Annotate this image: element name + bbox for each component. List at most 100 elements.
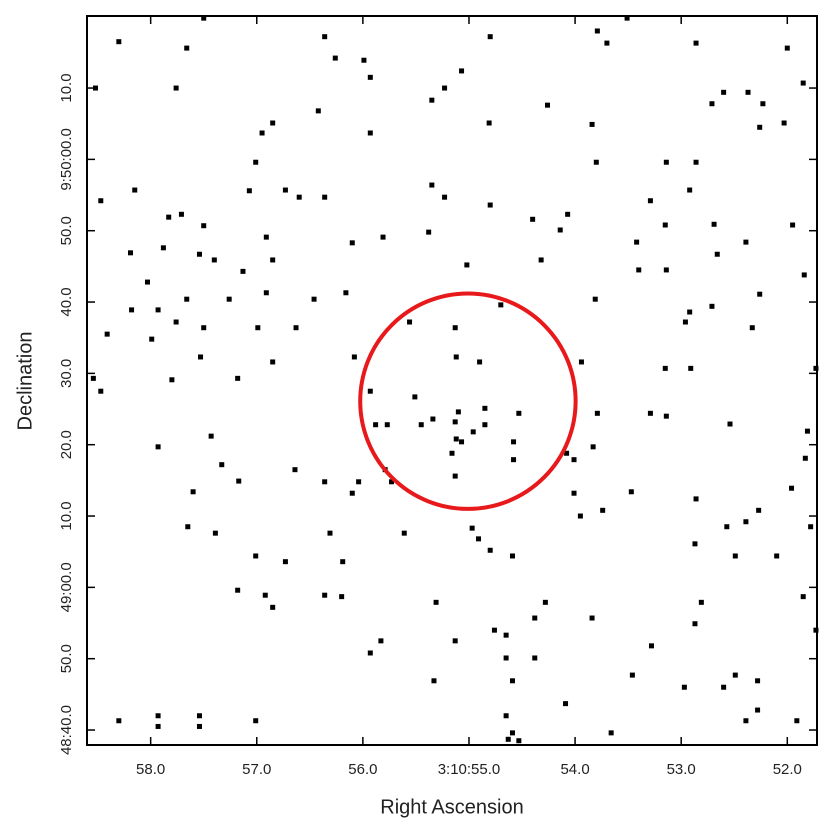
event-point — [755, 678, 761, 684]
event-point — [808, 524, 814, 530]
y-axis-title: Declination — [14, 332, 36, 431]
event-point — [538, 257, 544, 263]
event-point — [453, 354, 459, 360]
event-point — [470, 429, 476, 435]
event-point — [647, 198, 653, 204]
plot-frame — [86, 15, 818, 746]
event-point — [459, 68, 465, 74]
event-point — [389, 479, 395, 485]
event-point — [571, 490, 577, 496]
event-point — [790, 222, 796, 228]
event-point — [253, 159, 259, 165]
y-tick-label: 9:50:00.0 — [58, 128, 75, 191]
event-point — [565, 211, 571, 217]
event-point — [709, 101, 715, 107]
event-point — [155, 723, 161, 729]
event-point — [407, 319, 413, 325]
event-point — [608, 730, 614, 736]
event-point — [219, 462, 225, 468]
event-point — [477, 359, 483, 365]
event-point — [430, 416, 436, 422]
event-point — [662, 365, 668, 371]
event-point — [784, 45, 790, 51]
event-point — [173, 319, 179, 325]
event-point — [433, 599, 439, 605]
event-point — [505, 736, 511, 742]
event-point — [628, 489, 634, 495]
event-point — [590, 444, 596, 450]
event-point — [184, 45, 190, 51]
event-point — [185, 524, 191, 530]
event-point — [544, 102, 550, 108]
event-point — [662, 222, 668, 228]
event-point — [692, 621, 698, 627]
event-point — [781, 120, 787, 126]
event-point — [311, 296, 317, 302]
event-point — [235, 375, 241, 381]
event-point — [208, 433, 214, 439]
event-point — [487, 202, 493, 208]
event-point — [663, 413, 669, 419]
event-point — [116, 39, 122, 45]
event-point — [681, 684, 687, 690]
event-point — [426, 229, 432, 235]
event-point — [503, 655, 509, 661]
event-point — [516, 410, 522, 416]
event-point — [724, 524, 730, 530]
x-axis-title: Right Ascension — [380, 796, 523, 818]
event-point — [282, 187, 288, 193]
event-point — [452, 325, 458, 331]
event-point — [90, 375, 96, 381]
event-point — [498, 302, 504, 308]
event-point — [373, 422, 379, 428]
event-point — [648, 643, 654, 649]
event-point — [253, 553, 259, 559]
event-point — [429, 97, 435, 103]
event-point — [589, 615, 595, 621]
event-point — [263, 290, 269, 296]
event-point — [98, 198, 104, 204]
event-point — [132, 187, 138, 193]
event-point — [721, 89, 727, 95]
event-point — [166, 214, 172, 220]
event-point — [800, 594, 806, 600]
x-tick-label: 3:10:55.0 — [438, 761, 501, 778]
event-point — [593, 159, 599, 165]
event-point — [116, 718, 122, 724]
event-point — [255, 325, 261, 331]
x-tick-label: 52.0 — [773, 761, 802, 778]
event-point — [663, 267, 669, 273]
event-point — [721, 684, 727, 690]
event-point — [201, 223, 207, 229]
event-point — [589, 121, 595, 127]
event-point — [732, 553, 738, 559]
event-point — [236, 478, 242, 484]
event-point — [542, 599, 548, 605]
event-point — [196, 713, 202, 719]
event-point — [789, 485, 795, 491]
event-point — [482, 422, 488, 428]
event-point — [155, 713, 161, 719]
event-point — [401, 530, 407, 536]
y-tick-label: 40.0 — [58, 287, 75, 316]
event-point — [378, 638, 384, 644]
event-point — [452, 419, 458, 425]
event-point — [760, 101, 766, 107]
event-point — [813, 365, 819, 371]
event-point — [198, 354, 204, 360]
event-point — [698, 599, 704, 605]
event-point — [349, 240, 355, 246]
event-point — [663, 159, 669, 165]
event-point — [743, 519, 749, 525]
event-point — [459, 439, 465, 445]
y-tick-label: 50.0 — [58, 644, 75, 673]
event-point — [687, 187, 693, 193]
event-point — [246, 188, 252, 194]
event-point — [557, 227, 563, 233]
event-point — [128, 250, 134, 256]
event-point — [452, 638, 458, 644]
event-point — [380, 234, 386, 240]
x-tick-label: 58.0 — [136, 761, 165, 778]
event-point — [296, 194, 302, 200]
